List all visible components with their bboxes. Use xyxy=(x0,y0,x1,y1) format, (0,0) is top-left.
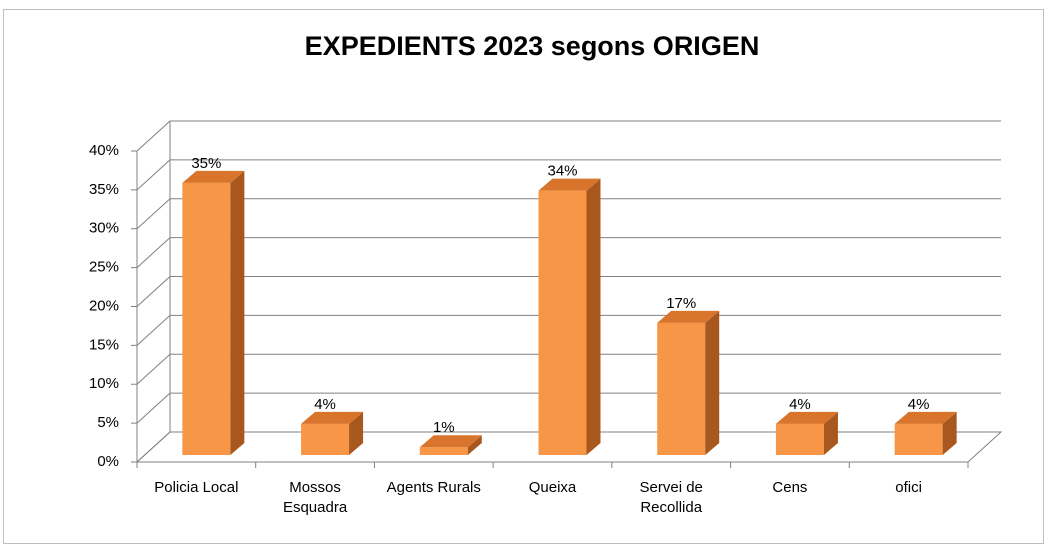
x-tick-label: Mossos Esquadra xyxy=(282,479,348,516)
bar-side xyxy=(823,411,838,455)
bar xyxy=(775,411,838,455)
bar-front xyxy=(182,182,231,455)
x-tick-label: Queixa xyxy=(528,479,577,496)
grid-line-side xyxy=(136,315,171,346)
grid-line-side xyxy=(136,237,171,268)
bar-front xyxy=(775,423,824,455)
bar xyxy=(657,310,720,455)
grid-line-side xyxy=(136,120,171,152)
data-label: 4% xyxy=(789,396,811,413)
bar-side xyxy=(586,178,601,455)
bar-top xyxy=(657,310,720,323)
x-tick-label: ofici xyxy=(895,479,922,496)
y-tick-label: 20% xyxy=(89,297,119,314)
bar-top xyxy=(894,411,957,424)
y-tick-label: 5% xyxy=(97,414,119,431)
grid-line-side xyxy=(136,276,171,307)
bar-front xyxy=(538,190,587,455)
chart-title: EXPEDIENTS 2023 segons ORIGEN xyxy=(305,31,760,61)
x-tick-label: Policia Local xyxy=(154,479,239,496)
data-label: 4% xyxy=(908,396,930,413)
bar-side xyxy=(705,310,720,455)
data-label: 4% xyxy=(314,396,336,413)
bar xyxy=(419,435,482,455)
grid-line-side xyxy=(136,392,171,424)
bar-front xyxy=(894,423,943,455)
grid-line-side xyxy=(136,159,171,191)
y-tick-label: 40% xyxy=(89,142,119,159)
data-label: 17% xyxy=(666,295,696,312)
grid-line-side xyxy=(136,431,171,463)
bar-side xyxy=(467,435,482,455)
y-tick-label: 30% xyxy=(89,220,119,237)
data-label: 34% xyxy=(547,163,577,180)
bar-top xyxy=(775,411,838,424)
bar-top xyxy=(182,170,245,183)
grid-line-side xyxy=(136,353,171,385)
y-tick-label: 15% xyxy=(89,336,119,353)
bar-top xyxy=(301,411,364,424)
bar xyxy=(301,411,364,455)
x-tick-label: Agents Rurals xyxy=(386,479,481,496)
x-tick-label: Servei de Recollida xyxy=(639,479,703,516)
y-tick-label: 35% xyxy=(89,181,119,198)
bar xyxy=(538,178,601,455)
bar-side xyxy=(349,411,364,455)
data-label: 35% xyxy=(191,155,221,172)
bar-front xyxy=(657,322,706,455)
bar-front xyxy=(301,423,350,455)
y-tick-label: 10% xyxy=(89,375,119,392)
bar-side xyxy=(230,170,245,455)
bar xyxy=(894,411,957,455)
bar xyxy=(182,170,245,455)
bar-top xyxy=(419,435,482,448)
bar-side xyxy=(942,411,957,455)
y-tick-label: 25% xyxy=(89,259,119,276)
x-tick-label: Cens xyxy=(772,479,808,496)
grid-line-side xyxy=(136,198,171,230)
bar-top xyxy=(538,178,601,191)
bar-front xyxy=(419,447,468,455)
y-tick-label: 0% xyxy=(97,453,119,470)
data-label: 1% xyxy=(433,419,455,436)
